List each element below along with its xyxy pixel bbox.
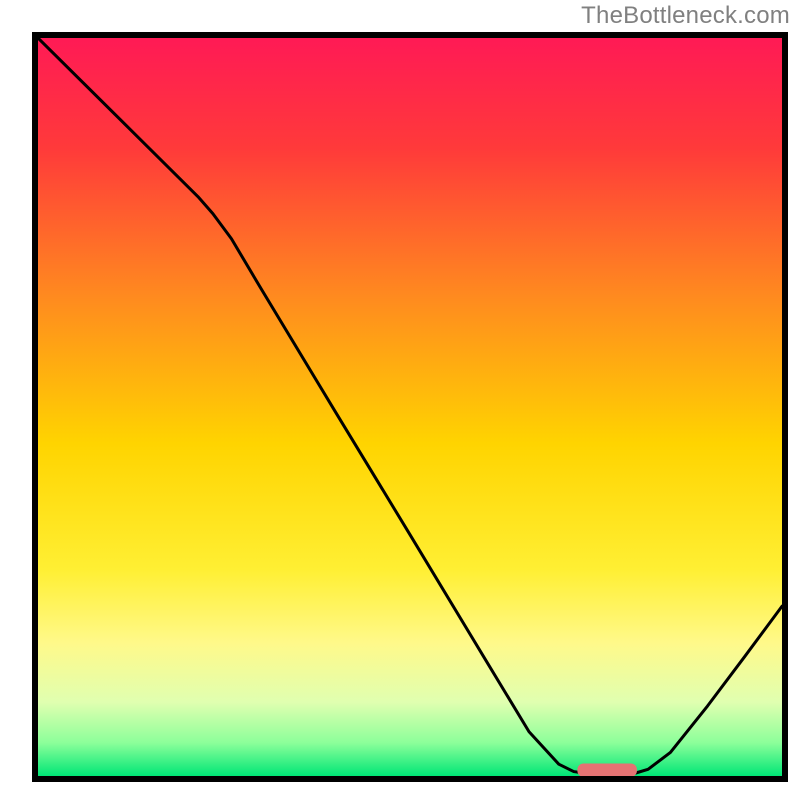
optimal-range-marker <box>577 763 637 776</box>
bottleneck-chart: TheBottleneck.com <box>0 0 800 800</box>
plot-svg <box>0 0 800 800</box>
